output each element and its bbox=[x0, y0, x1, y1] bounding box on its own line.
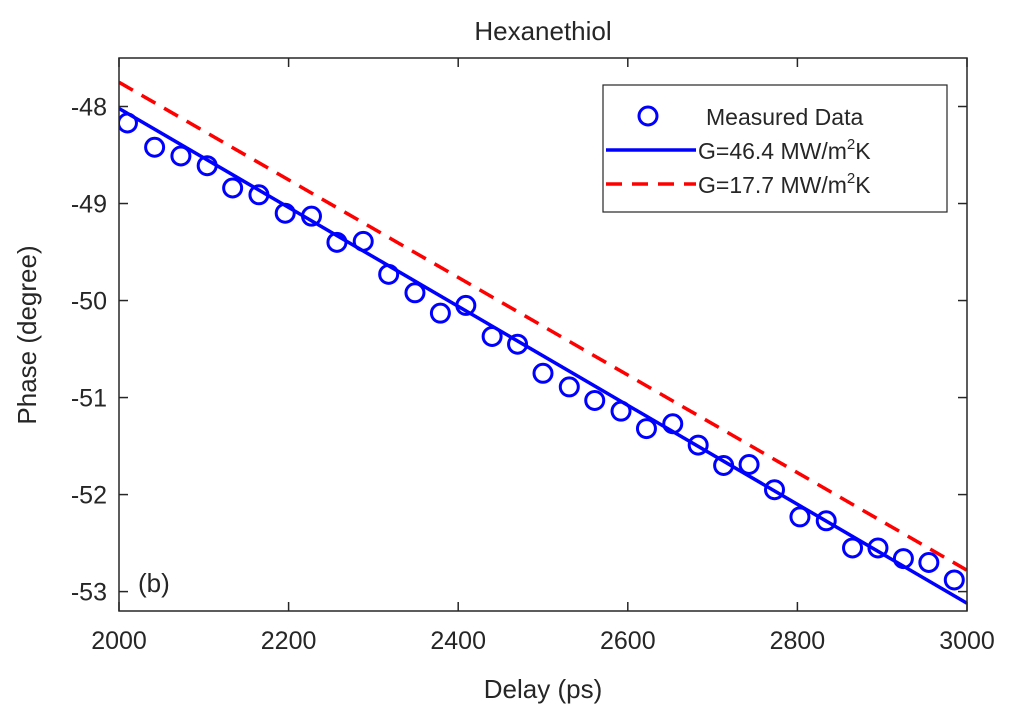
measured-data-point bbox=[481, 325, 503, 347]
measured-data-point bbox=[584, 389, 606, 411]
plot-frame bbox=[118, 57, 968, 612]
chart-title: Hexanethiol bbox=[474, 16, 611, 46]
measured-data-point bbox=[429, 302, 451, 324]
measured-data-point bbox=[635, 418, 657, 440]
measured-data-point bbox=[455, 294, 477, 316]
measured-data-point bbox=[789, 506, 811, 528]
series-layer bbox=[119, 80, 967, 605]
measured-data-point bbox=[713, 454, 735, 476]
measured-data-point bbox=[892, 548, 914, 570]
measured-data-point bbox=[738, 454, 760, 476]
measured-data-point bbox=[119, 112, 138, 134]
x-tick-label: 2800 bbox=[770, 627, 826, 655]
measured-data-point bbox=[404, 282, 426, 304]
measured-data-point bbox=[558, 376, 580, 398]
measured-data-point bbox=[248, 184, 270, 206]
measured-data-point bbox=[352, 230, 374, 252]
x-axis-label: Delay (ps) bbox=[484, 674, 602, 704]
x-tick-label: 2600 bbox=[600, 627, 656, 655]
legend-label: G=46.4 MW/m2K bbox=[698, 136, 871, 164]
y-tick-label: -52 bbox=[71, 482, 107, 510]
measured-data-point bbox=[170, 145, 192, 167]
legend-label: G=17.7 MW/m2K bbox=[698, 170, 871, 198]
measured-data-point bbox=[918, 551, 940, 573]
panel-label: (b) bbox=[138, 568, 170, 598]
measured-data-point bbox=[867, 537, 889, 559]
measured-data-point bbox=[507, 333, 529, 355]
x-tick-label: 2000 bbox=[91, 627, 147, 655]
measured-data-point bbox=[764, 479, 786, 501]
model-line-g17-7 bbox=[119, 80, 967, 572]
measured-data-point bbox=[687, 434, 709, 456]
y-tick-label: -53 bbox=[71, 579, 107, 607]
y-tick-label: -48 bbox=[71, 94, 107, 122]
measured-data-point bbox=[378, 263, 400, 285]
measured-data-point bbox=[610, 400, 632, 422]
x-tick-label: 3000 bbox=[939, 627, 995, 655]
x-tick-label: 2200 bbox=[261, 627, 317, 655]
legend-items: Measured Data G=46.4 MW/m2K G=17.7 MW/m2K bbox=[606, 104, 871, 198]
plot-content bbox=[119, 80, 967, 605]
tick-layer: 2000 2200 2400 2600 2800 3000 -48 -49 -50 -51 -52 -… bbox=[71, 58, 995, 655]
y-tick-label: -50 bbox=[71, 288, 107, 316]
measured-data-point bbox=[943, 569, 965, 591]
y-tick-label: -49 bbox=[71, 191, 107, 219]
measured-data-point bbox=[222, 177, 244, 199]
measured-data-point bbox=[842, 537, 864, 559]
measured-data-point bbox=[662, 413, 684, 435]
y-tick-label: -51 bbox=[71, 385, 107, 413]
legend: Measured Data G=46.4 MW/m2K G=17.7 MW/m2K bbox=[602, 84, 948, 213]
x-tick-label: 2400 bbox=[430, 627, 486, 655]
measured-data-point bbox=[326, 231, 348, 253]
measured-data-point bbox=[144, 136, 166, 158]
legend-label: Measured Data bbox=[706, 104, 863, 130]
legend-marker-circle bbox=[637, 105, 659, 127]
measured-data-point bbox=[532, 362, 554, 384]
fit-line-g46-4 bbox=[119, 106, 967, 605]
measured-data-point bbox=[300, 205, 322, 227]
measured-data-point bbox=[196, 155, 218, 177]
measured-data-point bbox=[815, 510, 837, 532]
measured-data-point bbox=[274, 202, 296, 224]
y-axis-label: Phase (degree) bbox=[12, 245, 42, 424]
